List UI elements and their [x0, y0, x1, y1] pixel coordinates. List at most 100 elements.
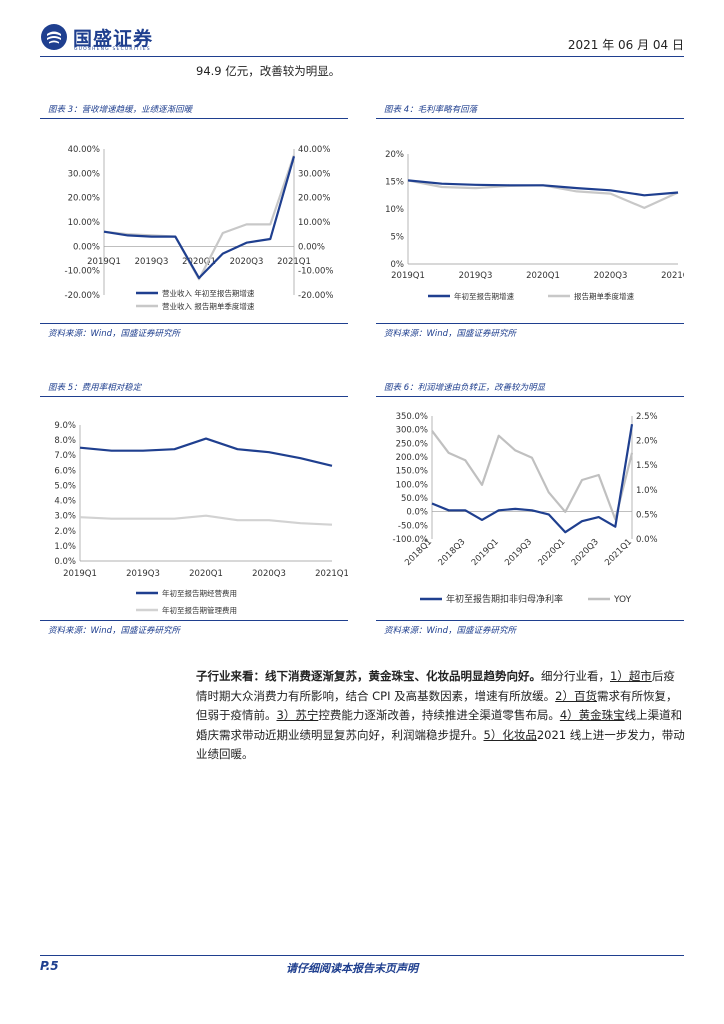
- fig6-ytick-left-3: 200.0%: [396, 453, 428, 463]
- header-rule: [40, 56, 684, 57]
- brand-subtitle: GUOSHENG SECURITIES: [74, 47, 151, 52]
- fig6-title: 图表 6：利润增速由负转正，改善较为明显: [384, 383, 546, 393]
- fig6-ytick-right-2: 1.5%: [636, 461, 658, 471]
- fig6-chart: 350.0% 300.0% 250.0% 200.0% 150.0% 100.0% 50.0…: [393, 412, 658, 605]
- report-date: 2021 年 06 月 04 日: [567, 38, 684, 52]
- paragraph-lead: 子行业来看：线下消费逐渐复苏，黄金珠宝、化妆品明显趋势向好。: [196, 669, 541, 683]
- fig3-title: 图表 3：营收增速趋缓，业绩逐渐回暖: [48, 105, 193, 115]
- fig3-ytick-left-4: 0.00%: [73, 242, 100, 252]
- fig5-ytick-left-8: 1.0%: [54, 542, 76, 552]
- page-number: P.5: [40, 959, 59, 973]
- fig3-ytick-left-5: -10.00%: [65, 267, 100, 277]
- fig6-ytick-left-6: 50.0%: [401, 494, 428, 504]
- fig3-title-rule: [40, 118, 348, 119]
- fig5-legend-label-1: 年初至报告期管理费用: [162, 605, 237, 615]
- footer-disclaimer: 请仔细阅读本报告末页声明: [286, 962, 418, 975]
- fig3-xtick-1: 2019Q3: [135, 257, 169, 267]
- fig5-series-0: [79, 437, 333, 467]
- fig3-ytick-right-1: 30.00%: [298, 169, 330, 179]
- item-department-store: 2）百货: [555, 688, 597, 703]
- fig5-ytick-left-6: 3.0%: [54, 512, 76, 522]
- fig5-xtick-4: 2021Q1: [315, 569, 348, 579]
- fig3-ytick-left-2: 20.00%: [68, 194, 100, 204]
- fig5-xtick-1: 2019Q3: [126, 569, 160, 579]
- paragraph-text-2: 后疫情时期大众消费力有所影响，结合 CPI 及高基数因素，增速有所放缓。: [196, 669, 675, 703]
- fig6-xtick-2: 2019Q1: [470, 537, 501, 568]
- fig6-xtick-3: 2019Q3: [503, 537, 534, 568]
- fig6-ytick-left-0: 350.0%: [396, 412, 428, 422]
- fig3-xtick-0: 2019Q1: [87, 257, 121, 267]
- fig6-ytick-right-5: 0.0%: [636, 535, 658, 545]
- fig3-ytick-left-3: 10.00%: [68, 218, 100, 228]
- fig6-series-1: [431, 430, 634, 521]
- fig4-series-0: [407, 179, 679, 197]
- item-cosmetics: 5）化妆品: [483, 727, 537, 742]
- fig5-xtick-0: 2019Q1: [63, 569, 97, 579]
- fig6-source-rule: [376, 620, 684, 621]
- fig6-ytick-left-1: 300.0%: [396, 426, 428, 436]
- fig5-source-rule: [40, 620, 348, 621]
- fig3-ytick-right-0: 40.00%: [298, 145, 330, 155]
- paragraph-text-1: 细分行业看，: [541, 669, 610, 683]
- fig6-xtick-1: 2018Q3: [437, 537, 468, 568]
- item-suning: 3）苏宁: [276, 708, 319, 722]
- fig6-ytick-left-4: 150.0%: [396, 467, 428, 477]
- fig4-title-rule: [376, 118, 684, 119]
- fig4-title: 图表 4：毛利率略有回落: [384, 105, 478, 115]
- fig6-legend-label-0: 年初至报告期扣非归母净利率: [446, 593, 563, 605]
- fig3-series-0: [103, 155, 296, 280]
- fig3-ytick-right-6: -20.00%: [298, 291, 333, 301]
- fig3-ytick-left-1: 30.00%: [68, 169, 100, 179]
- fig6-legend-label-1: YOY: [613, 595, 632, 605]
- fig6-xtick-6: 2021Q1: [603, 537, 634, 568]
- fig5-ytick-left-0: 9.0%: [54, 421, 76, 431]
- fig3-legend-label-1: 营业收入 报告期单季度增速: [162, 301, 255, 311]
- fig6-ytick-left-2: 250.0%: [396, 439, 428, 449]
- fig5-xtick-2: 2020Q1: [189, 569, 223, 579]
- fig6-xtick-5: 2020Q3: [570, 537, 601, 568]
- brand-logo-icon: [41, 24, 67, 50]
- fig6-ytick-right-4: 0.5%: [636, 510, 658, 520]
- fig6-ytick-right-1: 2.0%: [636, 437, 658, 447]
- fig6-ytick-left-9: -100.0%: [393, 535, 428, 545]
- fig3-source-rule: [40, 323, 348, 324]
- fig6-title-rule: [376, 396, 684, 397]
- fig4-xtick-3: 2020Q3: [594, 271, 628, 281]
- fig5-title: 图表 5：费用率相对稳定: [48, 383, 142, 393]
- fig5-source: 资料来源：Wind，国盛证券研究所: [48, 626, 181, 636]
- fig3-ytick-right-3: 10.00%: [298, 218, 330, 228]
- fig3-ytick-right-5: -10.00%: [298, 267, 333, 277]
- fig5-ytick-left-1: 8.0%: [54, 436, 76, 446]
- fig4-source-rule: [376, 323, 684, 324]
- fig6-ytick-left-7: 0.0%: [406, 508, 428, 518]
- paragraph-text-5: 线上渠道和婚庆需求带动近期业绩明显复苏向好，利润端稳步提升。: [196, 708, 683, 742]
- paragraph-text-3: 需求有所恢复，但弱于疫情前。: [196, 688, 678, 723]
- fig3-source: 资料来源：Wind，国盛证券研究所: [48, 329, 181, 339]
- item-jewelry: 4）黄金珠宝: [559, 708, 625, 722]
- fig5-ytick-left-7: 2.0%: [54, 527, 76, 537]
- fig4-xtick-1: 2019Q3: [459, 271, 493, 281]
- fig6-ytick-right-0: 2.5%: [636, 412, 658, 422]
- fig4-ytick-left-4: 0%: [391, 260, 405, 270]
- fig5-xtick-3: 2020Q3: [252, 569, 286, 579]
- paragraph-text-6: 2021 线上进一步发力，带动业绩回暖。: [196, 727, 685, 762]
- fig3-xtick-4: 2021Q1: [277, 257, 311, 267]
- fig6-xtick-4: 2020Q1: [537, 537, 568, 568]
- fig4-ytick-left-0: 20%: [385, 150, 404, 160]
- fig5-ytick-left-2: 7.0%: [54, 451, 76, 461]
- fig5-ytick-left-3: 6.0%: [54, 466, 76, 476]
- fig4-xtick-0: 2019Q1: [391, 271, 425, 281]
- fig3-ytick-left-6: -20.00%: [65, 291, 100, 301]
- fig6-ytick-left-8: -50.0%: [398, 521, 428, 531]
- fig3-xtick-2: 2020Q1: [182, 257, 216, 267]
- fig4-legend-label-1: 报告期单季度增速: [574, 291, 634, 301]
- fig5-title-rule: [40, 396, 348, 397]
- fig3-ytick-right-4: 0.00%: [298, 242, 325, 252]
- paragraph-text-4: 控费能力逐渐改善，持续推进全渠道零售布局。: [318, 708, 560, 722]
- fig5-series-1: [79, 514, 333, 526]
- footer-rule: [40, 955, 684, 956]
- fig4-ytick-left-3: 5%: [391, 233, 405, 243]
- fig4-legend-label-0: 年初至报告期增速: [454, 291, 514, 301]
- intro-line: 94.9 亿元，改善较为明显。: [196, 64, 341, 78]
- fig4-xtick-2: 2020Q1: [526, 271, 560, 281]
